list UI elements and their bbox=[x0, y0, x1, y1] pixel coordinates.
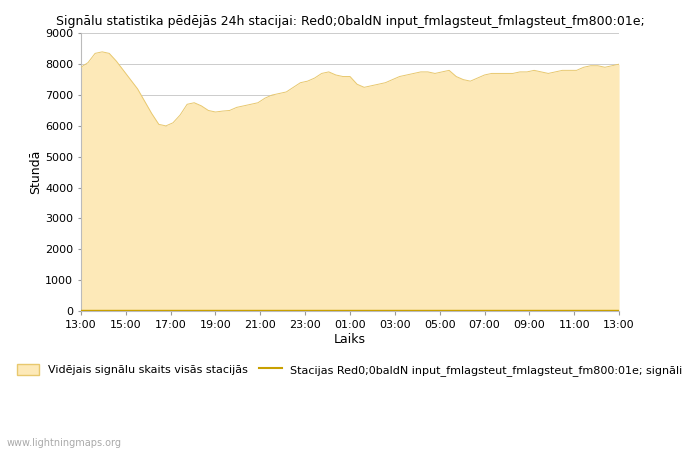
Y-axis label: Stundā: Stundā bbox=[29, 150, 43, 194]
Title: Signālu statistika pēdējās 24h stacijai: Red0;0baldN input_fmlagsteut_fmlagsteut: Signālu statistika pēdējās 24h stacijai:… bbox=[55, 15, 645, 28]
Text: www.lightningmaps.org: www.lightningmaps.org bbox=[7, 438, 122, 448]
Legend: Vidējais signālu skaits visās stacijās, Stacijas Red0;0baldN input_fmlagsteut_fm: Vidējais signālu skaits visās stacijās, … bbox=[13, 359, 687, 380]
X-axis label: Laiks: Laiks bbox=[334, 333, 366, 346]
